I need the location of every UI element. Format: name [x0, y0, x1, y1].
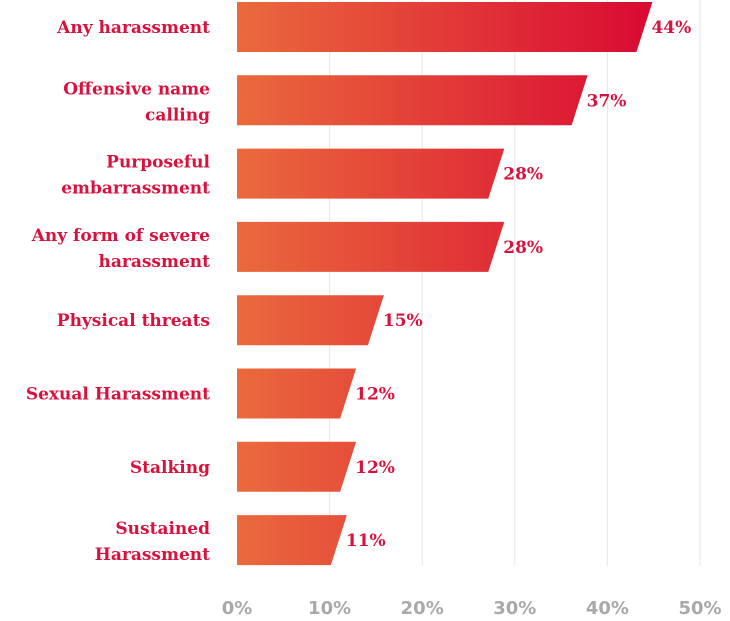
value-label: 12% — [355, 458, 395, 478]
category-label: calling — [145, 105, 210, 125]
category-labels: 44% Any harassment 37% Offensive name callin… — [26, 18, 691, 565]
category-label: Any harassment — [56, 18, 210, 38]
bars — [237, 2, 653, 566]
category-label: Offensive name — [63, 79, 210, 99]
bar — [237, 221, 505, 272]
category-label: Stalking — [130, 458, 210, 478]
bar — [237, 441, 357, 492]
value-label: 12% — [355, 385, 395, 405]
category-label: Sexual Harassment — [26, 385, 210, 405]
bar — [237, 368, 357, 419]
category-label: Physical threats — [57, 311, 210, 331]
category-label: Any form of severe — [31, 226, 210, 246]
x-tick-label: 40% — [586, 598, 629, 619]
x-tick-label: 20% — [401, 598, 444, 619]
value-label: 11% — [346, 531, 386, 551]
value-label: 37% — [587, 91, 627, 111]
category-label: harassment — [98, 252, 210, 272]
bar — [237, 295, 384, 346]
x-tick-label: 50% — [678, 598, 721, 619]
value-label: 15% — [383, 311, 423, 331]
x-tick-label: 10% — [308, 598, 351, 619]
x-axis-ticks: 0% 10% 20% 30% 40% 50% — [222, 598, 722, 619]
x-tick-label: 0% — [222, 598, 253, 619]
bar — [237, 148, 505, 199]
bar — [237, 2, 653, 52]
value-label: 44% — [651, 18, 691, 38]
category-label: Purposeful — [106, 153, 210, 173]
category-label: Sustained — [115, 519, 210, 539]
value-label: 28% — [503, 165, 543, 185]
category-label: embarrassment — [61, 179, 210, 199]
value-label: 28% — [503, 238, 543, 258]
bar — [237, 515, 347, 566]
x-tick-label: 30% — [493, 598, 536, 619]
category-label: Harassment — [95, 545, 210, 565]
bar — [237, 75, 588, 126]
